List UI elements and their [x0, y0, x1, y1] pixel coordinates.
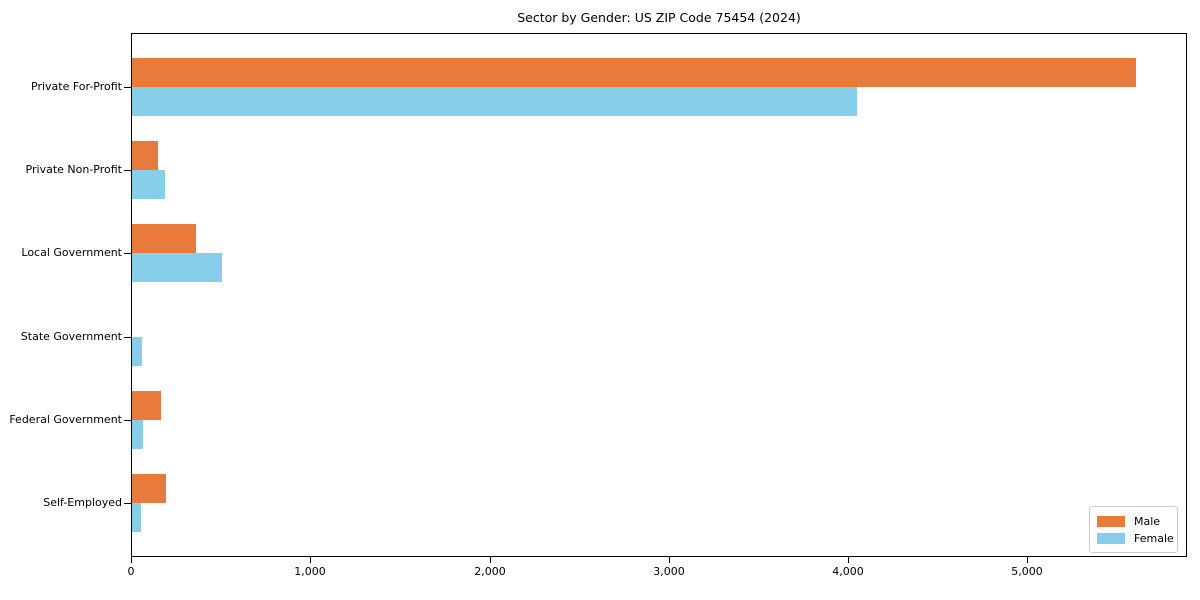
legend-swatch-male-icon — [1097, 516, 1125, 527]
x-tick-1000 — [310, 557, 311, 563]
plot-area — [131, 33, 1187, 557]
legend-label-female: Female — [1134, 532, 1174, 545]
bar-female-local-government — [132, 253, 222, 282]
y-tick-local-government — [124, 253, 131, 254]
x-tick-label-4000: 4,000 — [832, 565, 864, 578]
x-tick-label-3000: 3,000 — [653, 565, 685, 578]
y-tick-state-government — [124, 337, 131, 338]
chart-title: Sector by Gender: US ZIP Code 75454 (202… — [517, 10, 801, 25]
x-tick-0 — [131, 557, 132, 563]
x-tick-label-5000: 5,000 — [1011, 565, 1043, 578]
bar-female-self-employed — [132, 503, 141, 532]
y-tick-self-employed — [124, 503, 131, 504]
bar-female-federal-government — [132, 420, 143, 449]
y-tick-private-for-profit — [124, 87, 131, 88]
y-axis-category-label-self-employed: Self-Employed — [43, 495, 122, 509]
x-tick-label-0: 0 — [127, 565, 135, 578]
y-axis-category-label-private-non-profit: Private Non-Profit — [25, 163, 122, 177]
legend-entry-female: Female — [1097, 530, 1177, 547]
y-tick-private-non-profit — [124, 170, 131, 171]
x-tick-4000 — [848, 557, 849, 563]
bar-female-state-government — [132, 337, 142, 366]
x-tick-label-1000: 1,000 — [294, 565, 326, 578]
legend: Male Female — [1089, 506, 1178, 553]
legend-entry-male: Male — [1097, 513, 1177, 530]
y-tick-federal-government — [124, 420, 131, 421]
x-tick-3000 — [669, 557, 670, 563]
x-tick-label-2000: 2,000 — [474, 565, 506, 578]
y-axis-category-label-state-government: State Government — [20, 329, 122, 343]
bar-male-private-for-profit — [132, 58, 1136, 87]
x-tick-2000 — [490, 557, 491, 563]
y-axis-category-label-federal-government: Federal Government — [9, 412, 122, 426]
bar-male-federal-government — [132, 391, 161, 420]
bar-male-self-employed — [132, 474, 166, 503]
bar-female-private-for-profit — [132, 87, 857, 116]
legend-swatch-female-icon — [1097, 533, 1125, 544]
legend-label-male: Male — [1134, 515, 1161, 528]
bar-male-private-non-profit — [132, 141, 158, 170]
bar-male-local-government — [132, 224, 196, 253]
y-axis-category-label-private-for-profit: Private For-Profit — [31, 80, 122, 94]
y-axis-category-label-local-government: Local Government — [21, 246, 122, 260]
bar-female-private-non-profit — [132, 170, 165, 199]
x-tick-5000 — [1027, 557, 1028, 563]
